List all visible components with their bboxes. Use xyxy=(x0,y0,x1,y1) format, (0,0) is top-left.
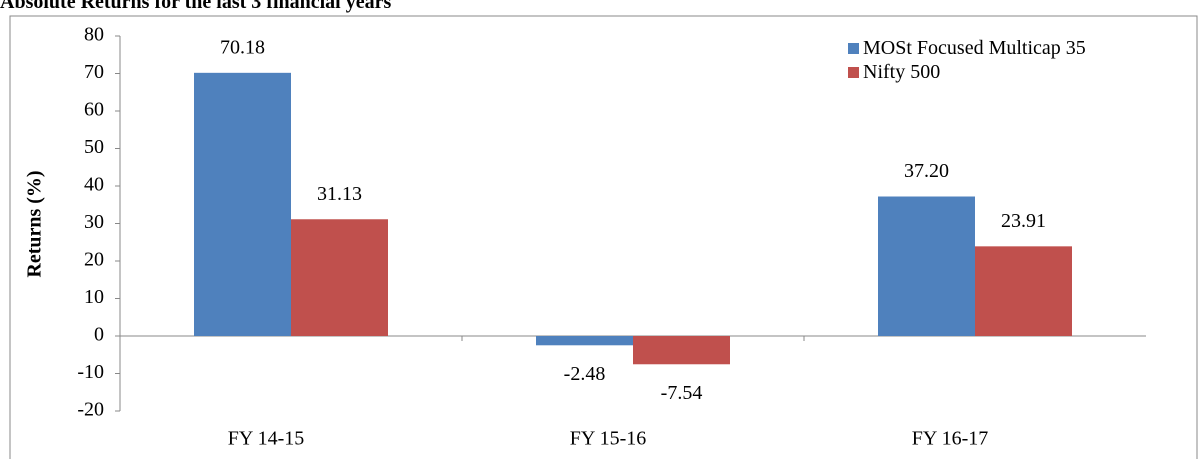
chart-border xyxy=(9,15,1198,459)
y-tick-label: -20 xyxy=(77,399,104,421)
x-tick-label: FY 16-17 xyxy=(912,428,988,450)
value-label: 70.18 xyxy=(220,36,265,58)
y-tick-label: 10 xyxy=(84,286,104,308)
value-label: 37.20 xyxy=(904,160,949,182)
legend-label: MOSt Focused Multicap 35 xyxy=(863,37,1086,59)
x-tick-label: FY 14-15 xyxy=(228,428,304,450)
legend-swatch xyxy=(848,43,859,54)
legend-label: Nifty 500 xyxy=(863,61,941,83)
y-axis-title: Returns (%) xyxy=(24,170,46,277)
legend-item: MOSt Focused Multicap 35 xyxy=(848,36,1148,60)
bar xyxy=(536,336,633,346)
y-tick-label: 60 xyxy=(84,99,104,121)
x-tick-label: FY 15-16 xyxy=(570,428,646,450)
value-label: -2.48 xyxy=(564,363,606,385)
y-tick-label: 40 xyxy=(84,174,104,196)
legend-item: Nifty 500 xyxy=(848,60,1148,84)
value-label: -7.54 xyxy=(661,382,703,404)
y-tick-label: 0 xyxy=(94,324,104,346)
bar xyxy=(975,246,1072,336)
legend: MOSt Focused Multicap 35 Nifty 500 xyxy=(848,36,1148,84)
value-label: 23.91 xyxy=(1001,210,1046,232)
y-tick-label: 70 xyxy=(84,61,104,83)
chart-title: Absolute Returns for the last 3 financia… xyxy=(0,0,391,13)
y-tick-label: 50 xyxy=(84,136,104,158)
bar xyxy=(633,336,730,365)
y-tick-label: 30 xyxy=(84,211,104,233)
bar xyxy=(194,72,291,336)
value-label: 31.13 xyxy=(317,183,362,205)
y-tick-label: -10 xyxy=(77,361,104,383)
legend-swatch xyxy=(848,67,859,78)
bar xyxy=(878,196,975,336)
bar xyxy=(291,219,388,336)
y-tick-label: 20 xyxy=(84,249,104,271)
y-tick-label: 80 xyxy=(84,24,104,46)
